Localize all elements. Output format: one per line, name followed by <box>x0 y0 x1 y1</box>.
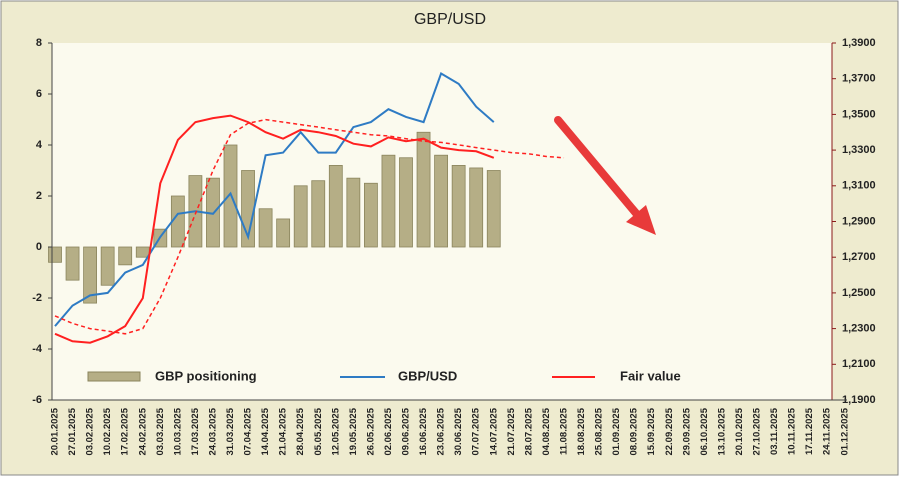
arrow-shaft <box>554 116 644 222</box>
line <box>54 72 495 327</box>
y-tick-label: 2 <box>36 190 42 202</box>
x-tick-label: 01.12.2025 <box>839 407 850 455</box>
x-tick-label: 17.02.2025 <box>120 407 131 455</box>
x-tick-label: 01.09.2025 <box>611 407 622 455</box>
legend-label: GBP/USD <box>398 368 457 383</box>
bar <box>118 246 133 266</box>
y-tick-label: -4 <box>32 343 43 355</box>
bar <box>83 246 97 304</box>
x-tick-label: 18.08.2025 <box>576 407 587 455</box>
y-tick-label: 8 <box>36 37 42 49</box>
x-tick-label: 13.10.2025 <box>716 407 727 455</box>
y2-tick-label: 1,3100 <box>842 180 876 192</box>
bar <box>328 164 343 248</box>
bar <box>363 182 378 248</box>
x-tick-label: 24.03.2025 <box>207 407 218 455</box>
x-tick-label: 22.09.2025 <box>664 407 675 455</box>
x-tick-label: 15.09.2025 <box>646 407 657 455</box>
y2-tick-label: 1,3700 <box>842 73 876 85</box>
bar <box>416 131 431 248</box>
legend-label: GBP positioning <box>155 368 257 383</box>
bar <box>276 218 291 248</box>
bar <box>48 246 62 263</box>
y2-tick-label: 1,2100 <box>842 358 876 370</box>
x-tick-label: 10.03.2025 <box>172 407 183 455</box>
x-tick-label: 21.07.2025 <box>506 407 517 455</box>
legend-label: Fair value <box>620 368 681 383</box>
y-tick-label: -6 <box>32 394 42 406</box>
bar <box>100 246 115 286</box>
line <box>54 118 565 335</box>
x-tick-label: 19.05.2025 <box>348 407 359 455</box>
arrow-head <box>626 205 656 235</box>
x-tick-label: 04.08.2025 <box>541 407 552 455</box>
x-tick-label: 08.09.2025 <box>629 407 640 455</box>
bar <box>346 177 361 248</box>
x-tick-label: 27.10.2025 <box>752 407 763 455</box>
y2-tick-label: 1,3900 <box>842 37 876 49</box>
x-tick-label: 17.11.2025 <box>804 407 815 455</box>
x-tick-label: 26.05.2025 <box>365 407 376 455</box>
x-tick-label: 27.01.2025 <box>67 407 78 455</box>
bar <box>469 167 484 248</box>
x-tick-label: 29.09.2025 <box>681 407 692 455</box>
x-tick-label: 24.11.2025 <box>822 407 833 455</box>
line <box>54 114 495 344</box>
x-tick-label: 23.06.2025 <box>436 407 447 455</box>
chart-title: GBP/USD <box>414 11 486 28</box>
bar <box>135 246 150 258</box>
x-tick-label: 20.10.2025 <box>734 407 745 455</box>
bar <box>311 180 326 248</box>
x-tick-label: 02.06.2025 <box>383 407 394 455</box>
x-tick-label: 28.07.2025 <box>523 407 534 455</box>
bar <box>486 170 501 248</box>
x-tick-label: 31.03.2025 <box>225 407 236 455</box>
y-tick-label: -2 <box>32 292 42 304</box>
x-tick-label: 24.02.2025 <box>137 407 148 455</box>
x-tick-label: 17.03.2025 <box>190 407 201 455</box>
y2-tick-label: 1,1900 <box>842 394 876 406</box>
y-tick-label: 6 <box>36 88 42 100</box>
x-tick-label: 03.03.2025 <box>155 407 166 455</box>
x-tick-label: 03.11.2025 <box>769 407 780 455</box>
x-tick-label: 09.06.2025 <box>401 407 412 455</box>
x-tick-label: 21.04.2025 <box>278 407 289 455</box>
legend-swatch <box>87 371 141 382</box>
bar <box>65 246 80 281</box>
x-tick-label: 14.04.2025 <box>260 407 271 455</box>
x-tick-label: 30.06.2025 <box>453 407 464 455</box>
y2-tick-label: 1,2700 <box>842 251 876 263</box>
x-tick-label: 20.01.2025 <box>50 407 61 455</box>
x-tick-label: 06.10.2025 <box>699 407 710 455</box>
y-tick-label: 4 <box>36 139 43 151</box>
x-tick-label: 10.11.2025 <box>787 407 798 455</box>
x-tick-label: 03.02.2025 <box>85 407 96 455</box>
x-tick-label: 25.08.2025 <box>594 407 605 455</box>
y2-tick-label: 1,2900 <box>842 215 876 227</box>
y2-tick-label: 1,3500 <box>842 108 876 120</box>
bar <box>451 164 466 248</box>
y2-tick-label: 1,2300 <box>842 323 876 335</box>
x-tick-label: 16.06.2025 <box>418 407 429 455</box>
y-tick-label: 0 <box>36 241 42 253</box>
bar <box>381 154 396 248</box>
x-tick-label: 10.02.2025 <box>102 407 113 455</box>
x-tick-label: 12.05.2025 <box>330 407 341 455</box>
annotation-arrow <box>554 116 656 235</box>
x-tick-label: 11.08.2025 <box>558 407 569 455</box>
x-tick-label: 07.04.2025 <box>243 407 254 455</box>
bar <box>399 157 413 248</box>
bar <box>293 185 308 248</box>
x-tick-label: 28.04.2025 <box>295 407 306 455</box>
x-tick-label: 07.07.2025 <box>471 407 482 455</box>
x-tick-label: 14.07.2025 <box>488 407 499 455</box>
bar <box>258 208 273 248</box>
bar <box>434 154 449 248</box>
bar <box>170 195 185 248</box>
y2-tick-label: 1,3300 <box>842 144 876 156</box>
x-tick-label: 05.05.2025 <box>313 407 324 455</box>
y2-tick-label: 1,2500 <box>842 287 876 299</box>
